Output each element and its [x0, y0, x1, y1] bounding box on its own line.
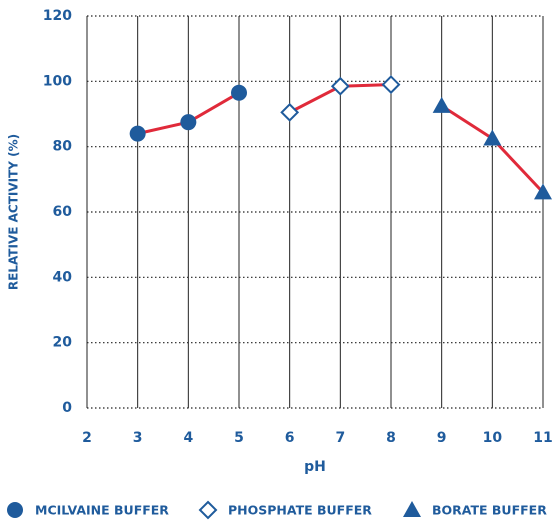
- point: [180, 114, 197, 131]
- y-tick-label: 0: [62, 400, 72, 416]
- y-tick-label: 40: [53, 269, 73, 285]
- x-tick-label: 4: [183, 430, 193, 446]
- legend-marker: [7, 502, 23, 518]
- point: [483, 129, 502, 146]
- x-axis-label: pH: [304, 459, 326, 475]
- point: [330, 76, 350, 96]
- point: [534, 183, 552, 200]
- legend-label: PHOSPHATE BUFFER: [228, 503, 372, 518]
- y-tick-label: 100: [43, 73, 72, 89]
- legend-marker: [198, 500, 218, 520]
- x-tick-label: 9: [437, 430, 447, 446]
- y-tick-label: 60: [53, 204, 73, 220]
- x-tick-label: 7: [335, 430, 345, 446]
- point: [280, 102, 300, 122]
- x-tick-label: 3: [133, 430, 143, 446]
- point: [381, 75, 401, 95]
- point: [129, 125, 146, 142]
- y-tick-label: 80: [53, 139, 73, 155]
- x-tick-label: 8: [386, 430, 396, 446]
- x-tick-label: 10: [483, 430, 503, 446]
- y-axis-label: RELATIVE ACTIVITY (%): [7, 134, 21, 290]
- point: [231, 84, 247, 101]
- y-tick-label: 120: [43, 8, 72, 24]
- legend-label: BORATE BUFFER: [432, 503, 547, 518]
- legend-marker: [403, 501, 421, 517]
- x-tick-label: 2: [82, 430, 92, 446]
- legend-label: MCILVAINE BUFFER: [35, 503, 169, 518]
- x-tick-label: 6: [285, 430, 295, 446]
- x-tick-label: 11: [533, 430, 552, 446]
- x-tick-label: 5: [234, 430, 244, 446]
- point: [432, 96, 451, 113]
- y-tick-label: 20: [53, 335, 73, 351]
